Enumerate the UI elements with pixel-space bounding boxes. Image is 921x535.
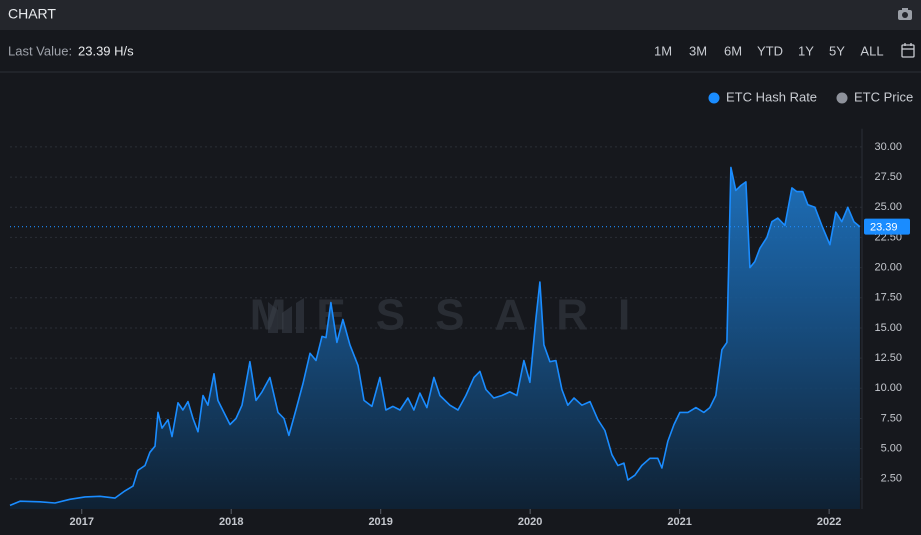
area-line (9, 166, 861, 507)
last-value: 23.39 H/s (78, 43, 134, 58)
area-fill (10, 167, 860, 509)
y-tick-label: 2.50 (881, 473, 902, 485)
range-button[interactable]: YTD (757, 43, 783, 58)
watermark: MESSARI (250, 291, 660, 340)
x-tick-label: 2019 (368, 516, 392, 528)
y-tick-label: 30.00 (874, 141, 902, 153)
y-tick-label: 12.50 (874, 352, 902, 364)
last-value-label: Last Value: (8, 43, 72, 58)
legend-item[interactable]: ETC Hash Rate (708, 89, 818, 104)
y-tick-label: 25.00 (874, 201, 902, 213)
range-button[interactable]: 1M (654, 43, 672, 58)
watermark-logo (268, 298, 304, 333)
y-tick-label: 7.50 (881, 412, 902, 424)
range-button[interactable]: 6M (724, 43, 742, 58)
last-value-tag (864, 218, 910, 235)
x-tick-label: 2022 (817, 516, 841, 528)
y-tick-label: 5.00 (881, 443, 902, 455)
y-tick-label: 15.00 (874, 322, 902, 334)
last-value-tag-label: 23.39 (870, 222, 898, 234)
calendar-icon[interactable] (901, 43, 915, 58)
y-tick-label: 17.50 (874, 292, 902, 304)
plot-area: MESSARI 2.50 5.00 7.50 10.00 12.50 15.00 17.50 2… (9, 89, 914, 528)
x-tick-label: 2021 (667, 516, 691, 528)
y-tick-label: 27.50 (874, 171, 902, 183)
camera-icon[interactable] (898, 8, 912, 20)
x-tick-label: 2018 (219, 516, 243, 528)
x-tick-label: 2017 (70, 516, 94, 528)
y-tick-label: 10.00 (874, 382, 902, 394)
legend-label: ETC Price (854, 89, 913, 104)
legend-swatch (708, 92, 720, 104)
range-button[interactable]: 3M (689, 43, 707, 58)
header-bar (0, 0, 921, 30)
range-selector: 1M 3M 6M YTD 1Y 5Y ALL (654, 43, 884, 58)
header-title: CHART (8, 6, 56, 22)
range-button[interactable]: 1Y (798, 43, 814, 58)
legend-label: ETC Hash Rate (726, 89, 817, 104)
legend-swatch (836, 92, 848, 104)
x-tick-label: 2020 (518, 516, 542, 528)
legend-item[interactable]: ETC Price (836, 89, 914, 104)
range-button[interactable]: ALL (860, 43, 883, 58)
range-button[interactable]: 5Y (829, 43, 845, 58)
logo-shape (268, 298, 304, 333)
y-tick-label: 20.00 (874, 262, 902, 274)
